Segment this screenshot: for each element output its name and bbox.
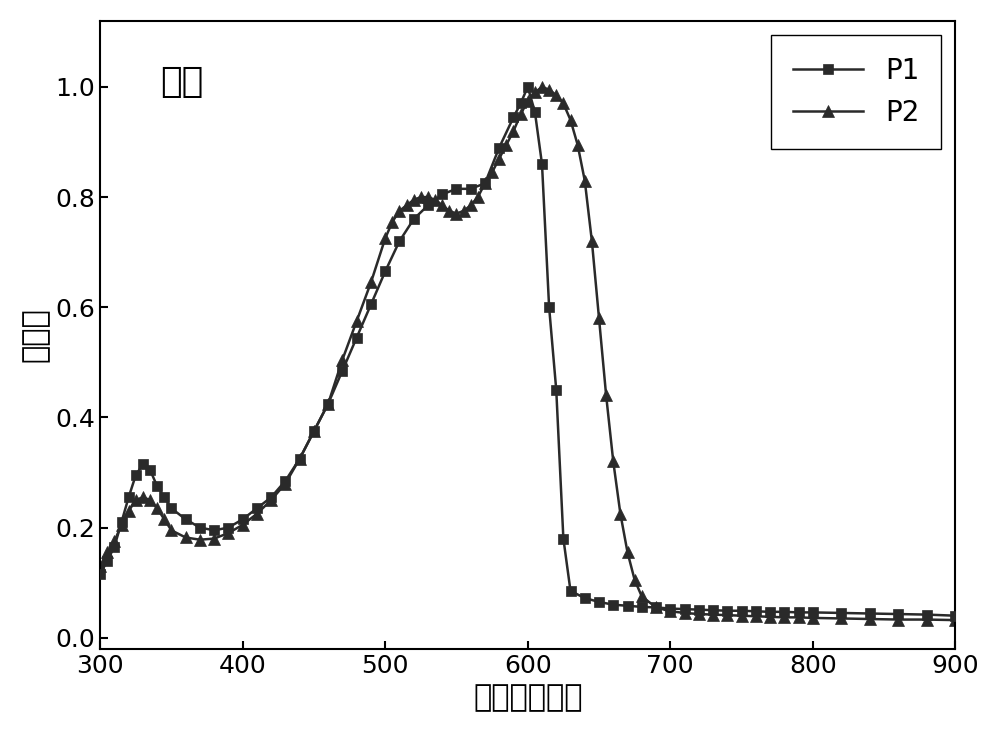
P2 [94, 561, 106, 570]
P2 [949, 616, 961, 625]
P1 [949, 611, 961, 620]
P1 [892, 610, 904, 619]
Legend: P1, P2: P1, P2 [771, 34, 941, 149]
P2 [422, 193, 434, 202]
P2 [322, 399, 334, 408]
X-axis label: 波长（纳米）: 波长（纳米） [473, 683, 582, 712]
P1 [237, 515, 249, 523]
P2 [294, 454, 306, 463]
P1 [522, 83, 534, 92]
P2 [429, 196, 441, 205]
P1 [94, 570, 106, 579]
Line: P2: P2 [95, 81, 961, 626]
P1 [294, 454, 306, 463]
Y-axis label: 吸光度: 吸光度 [21, 307, 50, 362]
P2 [536, 83, 548, 92]
Text: 薄膜: 薄膜 [160, 65, 203, 99]
P1 [493, 143, 505, 152]
Line: P1: P1 [95, 82, 960, 621]
P1 [408, 215, 420, 224]
P2 [522, 96, 534, 105]
P2 [614, 509, 626, 518]
P1 [764, 608, 776, 616]
